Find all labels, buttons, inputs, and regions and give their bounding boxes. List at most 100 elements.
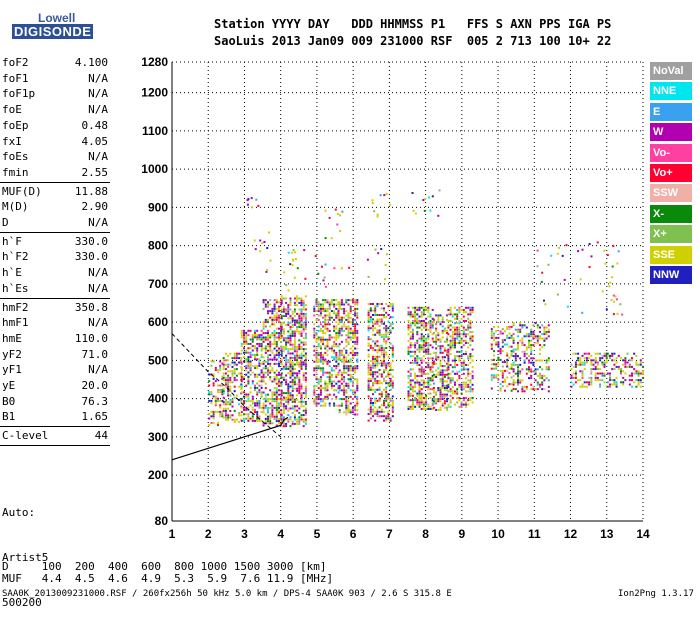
echo-point: [302, 326, 305, 329]
echo-point: [293, 422, 296, 425]
echo-point: [267, 345, 269, 348]
echo-point: [449, 335, 452, 338]
echo-point: [282, 376, 285, 379]
echo-point: [278, 327, 280, 330]
param-value: 4.05: [81, 134, 109, 148]
echo-point: [260, 393, 263, 396]
echo-point: [416, 331, 419, 333]
echo-point: [280, 392, 283, 395]
param-label: h`F: [2, 234, 22, 248]
echo-point: [333, 305, 336, 308]
echo-point: [227, 376, 230, 379]
param-label: fmin: [2, 165, 29, 179]
echo-point: [351, 318, 354, 321]
echo-point: [267, 358, 269, 361]
echo-point: [343, 367, 346, 370]
echo-point: [254, 408, 256, 411]
echo-point: [372, 364, 374, 367]
echo-point: [285, 308, 288, 311]
echo-point: [275, 387, 278, 390]
echo-point: [280, 321, 283, 324]
echo-point: [258, 415, 261, 418]
echo-point: [422, 401, 425, 404]
echo-point: [251, 400, 254, 403]
echo-point: [287, 387, 290, 390]
echo-point: [300, 400, 303, 403]
echo-point: [262, 327, 265, 330]
echo-point: [532, 330, 535, 333]
param-label: yE: [2, 379, 16, 392]
echo-point: [387, 331, 390, 334]
echo-point: [269, 299, 272, 302]
echo-point: [335, 395, 338, 398]
echo-point: [273, 318, 276, 321]
echo-point: [278, 393, 280, 396]
echo-point: [345, 398, 348, 401]
echo-point: [367, 419, 370, 422]
echo-point: [280, 345, 283, 348]
echo-point: [517, 344, 519, 347]
echo-point: [256, 351, 259, 354]
echo-point: [409, 350, 412, 353]
echo-point: [443, 393, 446, 396]
echo-point: [253, 239, 256, 242]
echo-point: [435, 351, 438, 354]
echo-point: [443, 389, 446, 392]
echo-point: [273, 299, 276, 302]
echo-point: [210, 393, 213, 396]
echo-point: [280, 416, 283, 419]
echo-point: [267, 409, 269, 412]
echo-point: [530, 368, 533, 371]
echo-point: [601, 363, 604, 366]
echo-point: [609, 354, 611, 357]
echo-point: [508, 372, 511, 375]
echo-point: [416, 342, 419, 344]
echo-point: [254, 364, 256, 367]
echo-point: [383, 347, 385, 349]
echo-point: [391, 347, 394, 349]
echo-point: [278, 389, 280, 392]
echo-point: [425, 361, 428, 364]
echo-point: [422, 335, 425, 338]
echo-point: [501, 341, 504, 344]
echo-point: [324, 360, 327, 363]
echo-point: [635, 354, 638, 357]
echo-point: [411, 350, 414, 353]
echo-point: [319, 312, 322, 315]
echo-point: [273, 400, 276, 403]
echo-point: [407, 392, 410, 395]
echo-point: [268, 231, 270, 234]
echo-point: [264, 338, 267, 341]
echo-point: [447, 348, 450, 351]
echo-point: [354, 413, 357, 416]
echo-point: [416, 364, 419, 366]
echo-point: [465, 320, 467, 322]
echo-point: [293, 378, 296, 381]
echo-point: [462, 366, 465, 369]
echo-point: [454, 317, 456, 320]
echo-point: [354, 389, 357, 392]
echo-point: [304, 385, 307, 388]
echo-point: [287, 339, 290, 342]
echo-point: [374, 314, 377, 316]
param-label: D: [2, 216, 9, 229]
echo-point: [493, 354, 495, 357]
echo-point: [385, 393, 388, 396]
echo-point: [349, 411, 352, 414]
param-value: 350.8: [74, 300, 108, 314]
echo-point: [471, 348, 474, 351]
echo-point: [245, 334, 248, 337]
echo-point: [606, 372, 609, 375]
echo-point: [437, 345, 440, 348]
echo-point: [585, 381, 588, 384]
echo-point: [280, 373, 283, 376]
echo-point: [245, 369, 248, 372]
echo-point: [264, 400, 267, 403]
echo-point: [322, 367, 325, 370]
echo-point: [240, 375, 243, 378]
echo-point: [601, 374, 604, 377]
echo-point: [596, 352, 599, 355]
echo-point: [418, 368, 421, 371]
param-label: foF1p: [2, 87, 36, 101]
echo-point: [411, 313, 414, 316]
